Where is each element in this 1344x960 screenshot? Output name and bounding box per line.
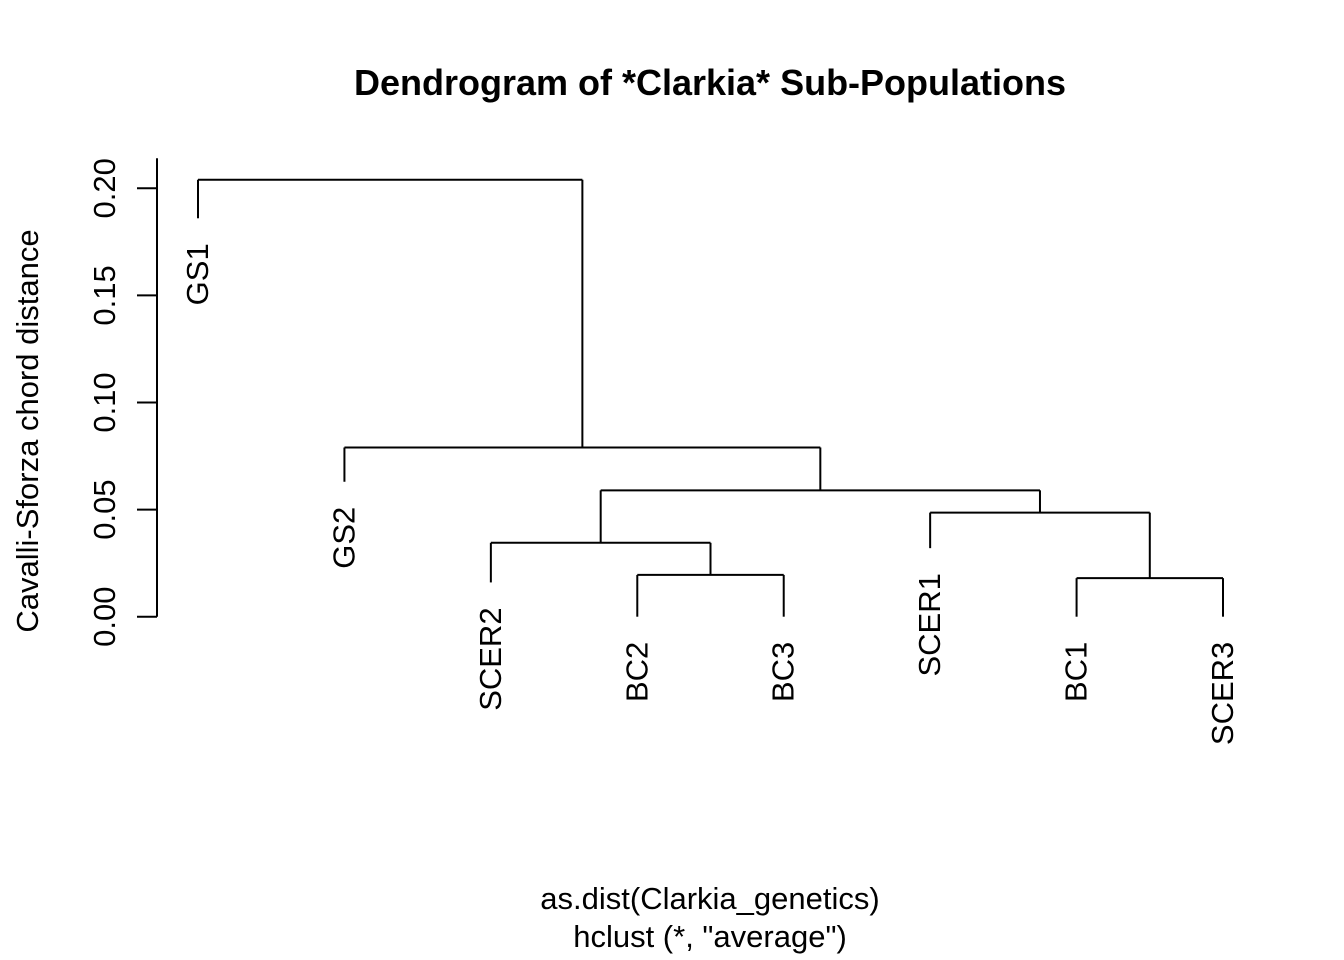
leaf-label: GS1 <box>180 243 215 305</box>
y-axis-tick-label: 0.15 <box>87 265 122 325</box>
y-axis-tick-label: 0.05 <box>87 479 122 539</box>
leaf-label: GS2 <box>326 507 361 569</box>
y-axis-tick-label: 0.10 <box>87 372 122 432</box>
chart-title: Dendrogram of *Clarkia* Sub-Populations <box>353 62 1067 103</box>
leaf-label: BC3 <box>766 642 801 702</box>
caption-line-1: as.dist(Clarkia_genetics) <box>540 881 880 916</box>
caption: as.dist(Clarkia_genetics) hclust (*, "av… <box>540 880 879 956</box>
y-axis-tick-label: 0.20 <box>87 158 122 218</box>
leaf-label: SCER3 <box>1205 642 1240 745</box>
leaf-label: BC2 <box>619 642 654 702</box>
caption-line-2: hclust (*, "average") <box>573 919 847 954</box>
y-axis-tick-label: 0.00 <box>87 587 122 647</box>
leaf-label: SCER2 <box>473 607 508 710</box>
leaf-label: BC1 <box>1059 642 1094 702</box>
leaf-label: SCER1 <box>912 573 947 676</box>
